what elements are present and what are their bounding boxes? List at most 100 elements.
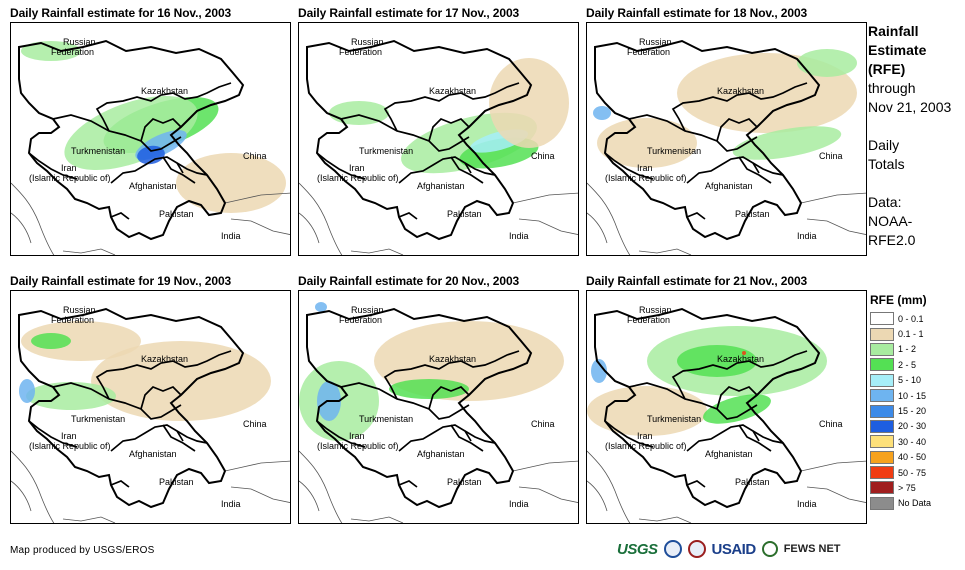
credit-text: Map produced by USGS/EROS [10,545,155,556]
country-label-pakistan: Pakistan [735,477,770,487]
rainfall-map-panel: Daily Rainfall estimate for 19 Nov., 200… [10,274,291,524]
country-border [28,420,78,448]
map-frame: Russian Federation Kazakhstan Turkmenistan I… [10,290,291,524]
coastline [587,212,608,244]
country-border [316,152,366,180]
country-border [340,114,470,152]
country-border [95,82,232,132]
coastline [299,212,320,244]
rainfall-area [176,153,286,213]
coastline [62,516,116,523]
panel-title: Daily Rainfall estimate for 21 Nov., 200… [586,274,808,288]
coastline [224,192,290,204]
country-border [162,424,196,452]
country-border [162,156,196,184]
map-frame: Russian Federation Kazakhstan Turkmenistan I… [10,22,291,256]
country-label-russia_1: Russian [63,305,96,315]
country-border [686,424,760,452]
country-border [628,114,758,152]
country-label-iran_1: Iran [349,431,365,441]
legend-swatch [870,342,894,356]
coastline [587,450,631,523]
legend-row: 50 - 75 [870,465,931,480]
region-border [18,307,245,509]
legend-row: 10 - 15 [870,388,931,403]
legend-row: 5 - 10 [870,373,931,388]
country-border [316,420,366,448]
legend-swatch [870,358,894,372]
coastline [350,248,404,255]
rainfall-map-panel: Daily Rainfall estimate for 20 Nov., 200… [298,274,579,524]
legend-label: 40 - 50 [898,452,927,463]
map-frame: Russian Federation Kazakhstan Turkmenistan I… [586,22,867,256]
country-label-china: China [819,151,843,161]
sidebar-title-line2: Estimate [868,42,927,58]
legend-row: 15 - 20 [870,403,931,418]
rainfall-area [31,333,71,349]
country-border [110,212,130,220]
legend-label: 0 - 0.1 [898,313,924,324]
legend-swatch [870,450,894,464]
country-border [686,480,706,488]
country-label-afghanistan: Afghanistan [417,449,465,459]
legend-swatch [870,373,894,387]
usgs-logo: USGS [617,540,658,558]
country-label-pakistan: Pakistan [159,209,194,219]
country-label-turkmenistan: Turkmenistan [71,146,125,156]
country-label-afghanistan: Afghanistan [705,181,753,191]
country-label-china: China [243,151,267,161]
country-label-russia_1: Russian [351,37,384,47]
country-border [398,480,418,488]
country-border [752,430,784,444]
country-border [176,162,208,176]
rainfall-map-panel: Daily Rainfall estimate for 21 Nov., 200… [586,274,867,524]
country-border [340,382,470,420]
country-label-iran_2: (Islamic Republic of) [29,441,111,451]
legend-swatch [870,496,894,510]
map-frame: Russian Federation Kazakhstan Turkmenistan I… [586,290,867,524]
legend-row: 20 - 30 [870,419,931,434]
legend-swatch [870,435,894,449]
country-label-kazakhstan: Kazakhstan [141,354,188,364]
panel-title: Daily Rainfall estimate for 19 Nov., 200… [10,274,232,288]
panel-title: Daily Rainfall estimate for 18 Nov., 200… [586,6,808,20]
rainfall-area [591,359,607,383]
region-border [18,39,245,241]
rainfall-area [703,394,771,424]
coastline [299,182,343,255]
country-label-pakistan: Pakistan [159,477,194,487]
legend-swatch [870,419,894,433]
coastline [299,480,320,512]
country-border [752,162,784,176]
country-label-russia_2: Federation [627,315,670,325]
country-border [383,82,520,132]
legend-label: 0.1 - 1 [898,329,924,340]
country-border [110,480,130,488]
country-label-iran_1: Iran [61,163,77,173]
country-label-china: China [819,419,843,429]
legend-swatch [870,312,894,326]
rainfall-area [21,41,81,61]
country-border [110,156,184,184]
legend-label: 10 - 15 [898,390,927,401]
country-label-iran_2: (Islamic Republic of) [605,173,687,183]
legend-label: No Data [898,498,932,509]
country-border [450,156,484,184]
country-border [738,156,772,184]
country-label-russia_1: Russian [63,37,96,47]
rainfall-map-panel: Daily Rainfall estimate for 18 Nov., 200… [586,6,867,256]
coastline [800,460,866,472]
legend-swatch [870,404,894,418]
legend-swatch [870,481,894,495]
sidebar-totals: Totals [868,156,905,172]
country-border [398,212,418,220]
usaid-logo: USAID [711,540,757,558]
legend-row: 0 - 0.1 [870,311,931,326]
country-label-afghanistan: Afghanistan [705,449,753,459]
noaa-logo-icon [663,540,682,558]
country-border [686,212,706,220]
coastline [62,248,116,255]
country-label-iran_2: (Islamic Republic of) [605,441,687,451]
rainfall-area [587,386,707,436]
coastline [638,248,692,255]
